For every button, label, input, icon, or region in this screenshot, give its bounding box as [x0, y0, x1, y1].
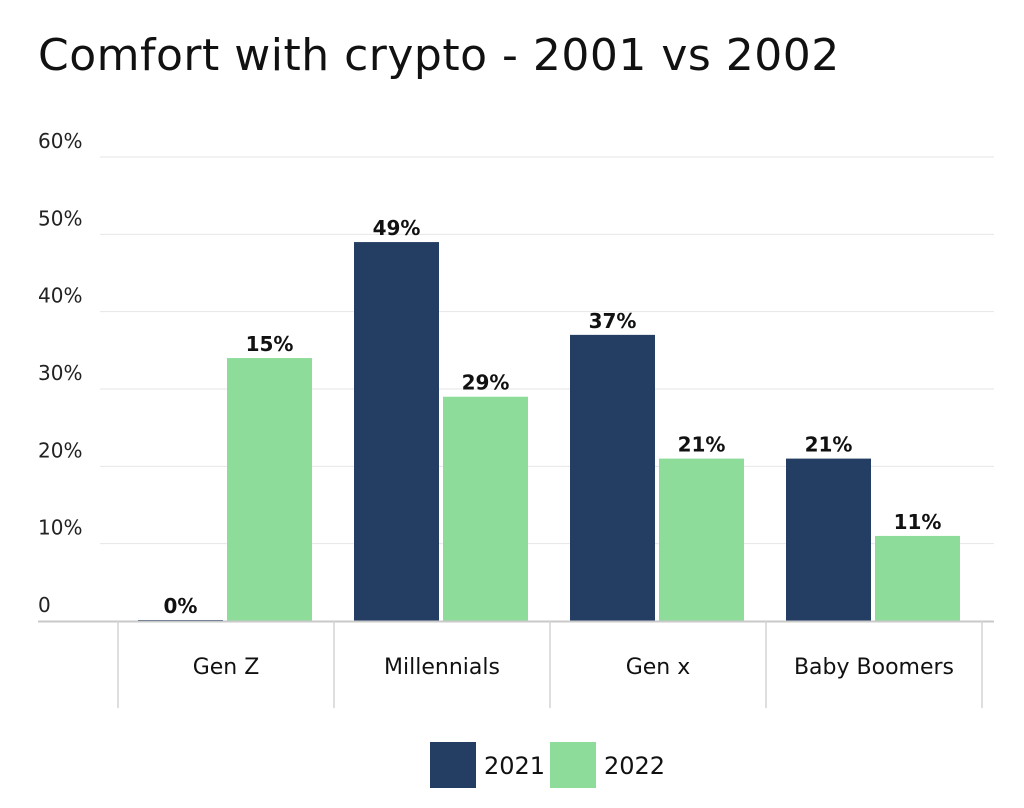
data-label: 29%	[462, 371, 510, 395]
x-tick-label: Gen Z	[193, 655, 260, 680]
legend-label: 2022	[604, 752, 665, 780]
data-label: 49%	[373, 216, 421, 240]
data-label: 11%	[894, 510, 942, 534]
data-labels: 0% 15% 49% 29% 37% 21% 21% 11%	[164, 216, 942, 618]
bars	[138, 242, 960, 622]
data-label: 21%	[805, 433, 853, 457]
data-label: 15%	[246, 332, 294, 356]
legend-swatch	[430, 742, 476, 788]
y-tick-label: 50%	[38, 206, 82, 230]
legend-swatch	[550, 742, 596, 788]
bar-2022-baby-boomers	[875, 535, 960, 621]
y-tick-label: 20%	[38, 438, 82, 462]
x-tick-label: Millennials	[384, 655, 500, 680]
chart-title: Comfort with crypto - 2001 vs 2002	[38, 30, 840, 81]
x-tick-label: Gen x	[626, 655, 691, 680]
legend: 2021 2022	[430, 742, 665, 788]
y-tick-label: 30%	[38, 361, 82, 385]
x-axis: Gen Z Millennials Gen x Baby Boomers	[38, 620, 994, 708]
bar-2021-millennials	[354, 242, 439, 622]
data-label: 21%	[678, 433, 726, 457]
bar-2022-millennials	[443, 396, 528, 621]
x-tick-label: Baby Boomers	[794, 655, 954, 680]
y-axis: 0 10% 20% 30% 40% 50% 60%	[38, 129, 82, 617]
data-label: 37%	[589, 309, 637, 333]
bar-2022-gen-z	[227, 358, 312, 621]
y-tick-label: 10%	[38, 516, 82, 540]
bar-2021-baby-boomers	[786, 458, 871, 621]
bar-2022-gen-x	[659, 458, 744, 621]
y-tick-label: 0	[38, 593, 51, 617]
y-tick-label: 40%	[38, 284, 82, 308]
y-tick-label: 60%	[38, 129, 82, 153]
data-label: 0%	[164, 594, 198, 618]
bar-2021-gen-x	[570, 334, 655, 621]
legend-label: 2021	[484, 752, 545, 780]
